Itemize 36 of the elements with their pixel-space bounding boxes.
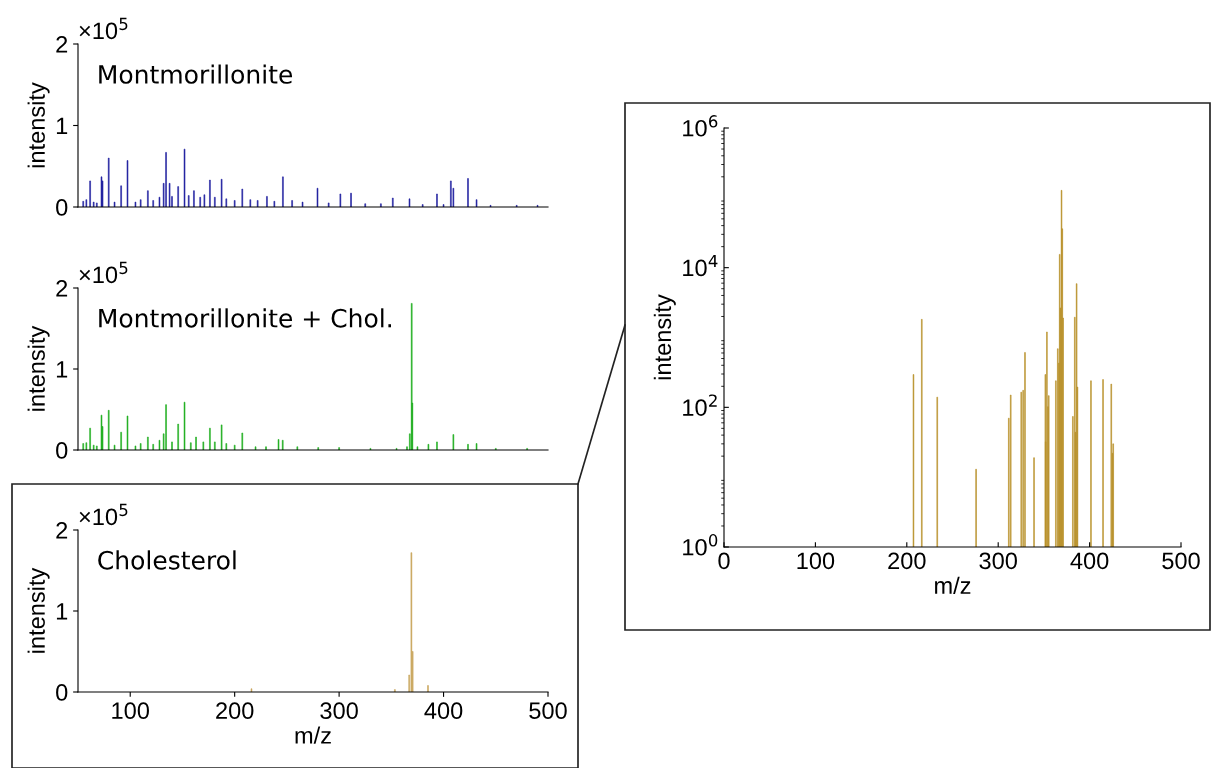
y-tick-label: 10$^{2}$ (683, 394, 717, 416)
y-tick-label: 10$^{6}$ (683, 115, 718, 137)
y-tick-label: 10$^{4}$ (683, 254, 718, 277)
annotation: Montmorillonite + Chol. (99, 308, 391, 328)
annotation: Cholesterol (98, 550, 236, 570)
y-tick-label: 0 (56, 442, 68, 459)
y-axis-title: intensity (27, 567, 50, 653)
y-tick-label: 2 (56, 280, 68, 297)
text: ×10$^{5}$ (79, 17, 128, 40)
x-tick-label: 300 (320, 702, 358, 720)
x-tick-label: 100 (797, 552, 835, 570)
y-axis-title: intensity (27, 325, 50, 411)
text: ×10$^{5}$ (79, 503, 128, 526)
y-tick-label: 10$^{0}$ (683, 534, 718, 556)
x-axis-title: m/z (295, 726, 331, 744)
annotation: Montmorillonite (99, 64, 293, 84)
x-tick-label: 400 (1070, 552, 1109, 570)
x-tick-label: 200 (888, 552, 926, 570)
y-tick-label: 1 (56, 361, 68, 378)
y-tick-label: 1 (56, 117, 68, 135)
y-axis-title: intensity (653, 294, 676, 380)
x-axis-title: m/z (935, 576, 971, 594)
x-tick-label: 500 (1162, 552, 1200, 570)
x-tick-label: 0 (718, 552, 730, 570)
text: ×10$^{5}$ (79, 261, 128, 284)
y-axis-title: intensity (27, 82, 50, 168)
x-tick-label: 400 (424, 702, 463, 720)
y-tick-label: 0 (56, 199, 68, 216)
x-tick-label: 100 (112, 702, 149, 720)
x-tick-label: 300 (979, 552, 1017, 570)
y-tick-label: 2 (56, 522, 68, 539)
y-tick-label: 0 (56, 684, 68, 701)
y-tick-label: 2 (56, 36, 68, 53)
x-tick-label: 200 (216, 702, 254, 720)
y-tick-label: 1 (56, 603, 68, 620)
x-tick-label: 500 (529, 702, 567, 720)
